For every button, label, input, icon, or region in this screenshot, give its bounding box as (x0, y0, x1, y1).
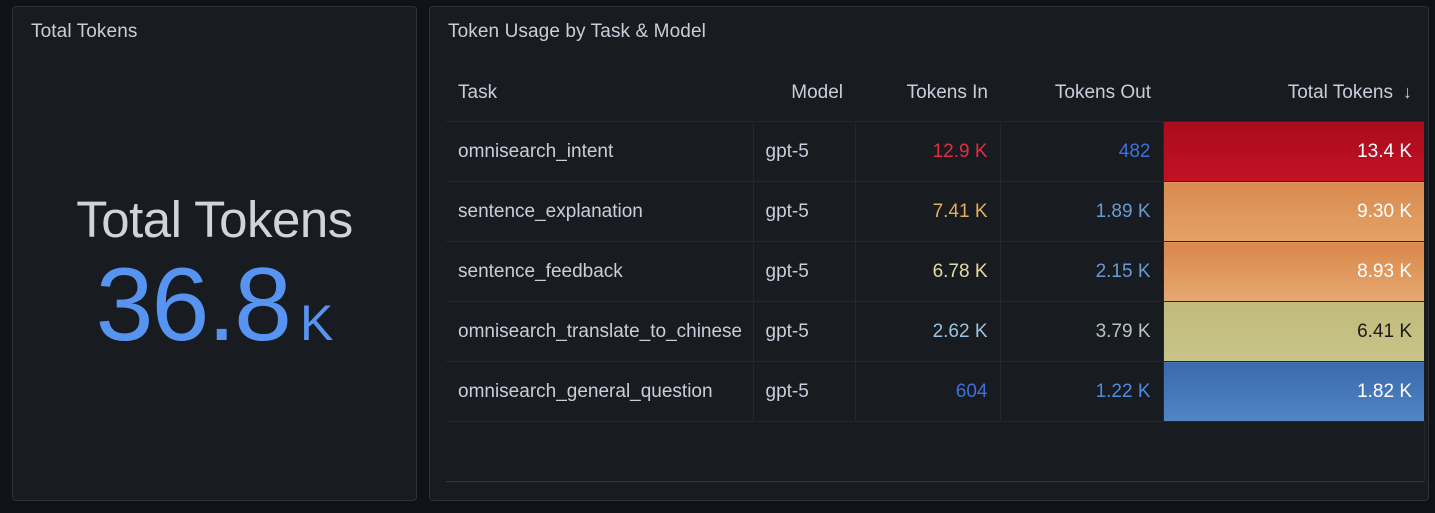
column-header-task-label: Task (458, 82, 498, 103)
table-footer: Total 30.4 K 9.52 K 39.9 K (446, 421, 1425, 500)
table-panel-title: Token Usage by Task & Model (448, 21, 706, 42)
column-header-total-tokens[interactable]: Total Tokens ↓ (1163, 65, 1424, 122)
total-row-total: 39.9 K (1163, 481, 1424, 500)
cell-model: gpt-5 (753, 121, 856, 182)
cell-tokens-out: 1.89 K (1000, 181, 1164, 242)
column-header-model[interactable]: Model (753, 65, 855, 122)
token-usage-table-panel[interactable]: Token Usage by Task & Model Task Model T… (429, 6, 1429, 501)
stat-body: Total Tokens 36.8 K (13, 59, 416, 492)
stat-value: 36.8 K (96, 253, 334, 357)
total-row-tokens-in: 30.4 K (855, 481, 1000, 500)
token-usage-table: Task Model Tokens In Tokens Out Total To… (446, 65, 1425, 500)
table-footer-spacer (446, 421, 1425, 482)
stat-number: 36.8 (95, 247, 292, 363)
table-row[interactable]: omnisearch_general_question gpt-5 604 1.22 … (446, 361, 1424, 422)
cell-model: gpt-5 (753, 241, 856, 302)
stat-panel-title: Total Tokens (31, 21, 138, 42)
stat-unit: K (300, 295, 334, 351)
cell-task: omnisearch_intent (446, 121, 754, 182)
cell-tokens-out: 3.79 K (1000, 301, 1164, 362)
cell-task: sentence_feedback (446, 241, 754, 302)
column-header-task[interactable]: Task (446, 65, 753, 122)
cell-model: gpt-5 (753, 361, 856, 422)
cell-tokens-out: 1.22 K (1000, 361, 1164, 422)
table-row[interactable]: omnisearch_intent gpt-5 12.9 K 482 13.4 K (446, 121, 1424, 182)
stat-label: Total Tokens (76, 191, 353, 248)
table-header-row: Task Model Tokens In Tokens Out Total To… (446, 65, 1424, 122)
cell-total-tokens: 13.4 K (1163, 121, 1424, 182)
cell-tokens-out: 2.15 K (1000, 241, 1164, 302)
cell-tokens-in: 6.78 K (855, 241, 1001, 302)
total-row-label: Total (446, 481, 753, 500)
column-header-tokens-out[interactable]: Tokens Out (1000, 65, 1163, 122)
table-row[interactable]: sentence_explanation gpt-5 7.41 K 1.89 K 9.3… (446, 181, 1424, 242)
table-total-row: Total 30.4 K 9.52 K 39.9 K (446, 481, 1424, 500)
cell-total-tokens: 1.82 K (1163, 361, 1424, 422)
sort-descending-icon[interactable]: ↓ (1403, 82, 1412, 102)
cell-task-text: sentence_feedback (458, 260, 623, 282)
column-header-tokens-in-label: Tokens In (906, 82, 988, 103)
column-header-tokens-out-label: Tokens Out (1054, 82, 1151, 103)
column-header-tokens-in[interactable]: Tokens In (855, 65, 1000, 122)
cell-total-tokens: 9.30 K (1163, 181, 1424, 242)
table-row[interactable]: sentence_feedback gpt-5 6.78 K 2.15 K 8.93 K (446, 241, 1424, 302)
cell-task-text: omnisearch_translate_to_chinese (458, 320, 741, 342)
total-tokens-stat-panel[interactable]: Total Tokens Total Tokens 36.8 K (12, 6, 417, 501)
cell-tokens-in: 7.41 K (855, 181, 1001, 242)
cell-task-text: omnisearch_general_question (458, 380, 713, 402)
table-row[interactable]: omnisearch_translate_to_chinese gpt-5 2.62… (446, 301, 1424, 362)
cell-task: sentence_explanation (446, 181, 754, 242)
column-header-model-label: Model (791, 82, 843, 103)
cell-model: gpt-5 (753, 181, 856, 242)
cell-task: omnisearch_general_question (446, 361, 754, 422)
cell-total-tokens: 8.93 K (1163, 241, 1424, 302)
cell-model: gpt-5 (753, 301, 856, 362)
table-header: Task Model Tokens In Tokens Out Total To… (446, 65, 1424, 122)
cell-tokens-in: 2.62 K (855, 301, 1001, 362)
total-row-tokens-out: 9.52 K (1000, 481, 1163, 500)
cell-tokens-in: 604 (855, 361, 1001, 422)
cell-tokens-in: 12.9 K (855, 121, 1001, 182)
column-header-total-tokens-label: Total Tokens (1287, 82, 1393, 103)
table-scroll-area: Task Model Tokens In Tokens Out Total To… (446, 65, 1425, 500)
cell-task-text: omnisearch_intent (458, 140, 614, 162)
cell-task: omnisearch_translate_to_chinese (446, 301, 754, 362)
cell-tokens-out: 482 (1000, 121, 1164, 182)
total-row-model (753, 481, 855, 500)
cell-task-text: sentence_explanation (458, 200, 643, 222)
cell-total-tokens: 6.41 K (1163, 301, 1424, 362)
footer-spacer-cell (446, 421, 1425, 482)
